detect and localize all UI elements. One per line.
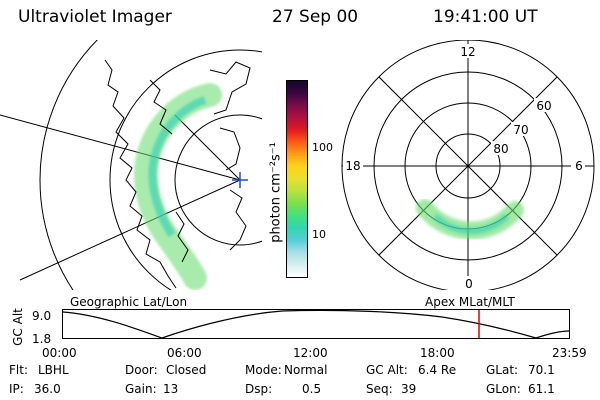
time-tick-2: 12:00 [293, 346, 328, 360]
altitude-plot [62, 309, 570, 339]
coastline [219, 127, 241, 171]
status-glon-label: GLon: [486, 382, 521, 396]
status-door-value: Closed [166, 363, 207, 377]
altitude-curve [62, 309, 570, 339]
mlat-label-60: 60 [536, 99, 551, 113]
status-gcalt-label: GC Alt: [366, 363, 408, 377]
altitude-ylabel: GC Alt [11, 308, 25, 346]
lat-circle-outer [39, 40, 98, 290]
time-label: 19:41:00 UT [433, 7, 538, 27]
colorbar-tick-100: 100 [312, 141, 333, 154]
apex-label: Apex MLat/MLT [425, 295, 515, 309]
mlat-label-80: 80 [493, 142, 508, 156]
status-flt-label: Flt: [9, 363, 28, 377]
colorbar-gradient [287, 81, 307, 277]
status-gain-label: Gain: [125, 382, 157, 396]
coastline [209, 61, 251, 115]
status-mode-label: Mode: [245, 363, 282, 377]
coastline [229, 189, 247, 251]
coastline [104, 59, 177, 289]
time-tick-3: 18:00 [420, 346, 455, 360]
status-dsp-value: 0.5 [302, 382, 322, 396]
meridian-line [0, 114, 241, 181]
lat-circle-mid [109, 49, 262, 290]
mlt-label-0: 0 [465, 277, 473, 290]
mlt-label-18: 18 [345, 159, 360, 173]
status-gcalt-value: 6.4 Re [418, 363, 457, 377]
status-gain-value: 13 [163, 382, 179, 396]
status-dsp-label: Dsp: [245, 382, 273, 396]
geographic-label: Geographic Lat/Lon [70, 295, 188, 309]
colorbar-tick-10: 10 [312, 228, 326, 241]
mlt-label-12: 12 [460, 45, 475, 59]
mlt-line-diag [378, 76, 558, 256]
altitude-ytick-max: 9.0 [32, 309, 52, 323]
status-ip-label: IP: [9, 382, 24, 396]
colorbar [286, 80, 308, 278]
status-glon-value: 61.1 [528, 382, 555, 396]
status-door-label: Door: [125, 363, 158, 377]
aurora-oval [134, 83, 222, 290]
meridian-line [174, 114, 241, 181]
status-mode-value: Normal [284, 363, 328, 377]
status-seq-label: Seq: [366, 382, 393, 396]
status-glat-value: 70.1 [528, 363, 555, 377]
coastline [149, 79, 173, 135]
altitude-ytick-min: 1.8 [32, 332, 52, 346]
colorbar-unit-label: photon cm⁻²s⁻¹ [268, 142, 284, 243]
aurora-core [148, 96, 207, 238]
subsatellite-marker [232, 172, 248, 188]
date-label: 27 Sep 00 [272, 7, 359, 27]
meridian-line [19, 179, 241, 281]
time-tick-1: 06:00 [167, 346, 202, 360]
time-tick-4: 23:59 [552, 346, 587, 360]
time-tick-0: 00:00 [42, 346, 77, 360]
status-seq-value: 39 [401, 382, 417, 396]
mlt-label-6: 6 [575, 159, 583, 173]
lat-circle-inner [174, 114, 262, 246]
status-glat-label: GLat: [486, 363, 519, 377]
status-ip-value: 36.0 [34, 382, 61, 396]
status-flt-value: LBHL [38, 363, 69, 377]
geographic-map-panel [0, 40, 262, 290]
instrument-title: Ultraviolet Imager [18, 7, 172, 27]
mlat-label-70: 70 [513, 123, 528, 137]
coastline [175, 211, 189, 263]
polar-mlt-panel: 12 18 6 0 60 70 80 [341, 40, 595, 290]
polar-aurora-core [432, 213, 510, 234]
